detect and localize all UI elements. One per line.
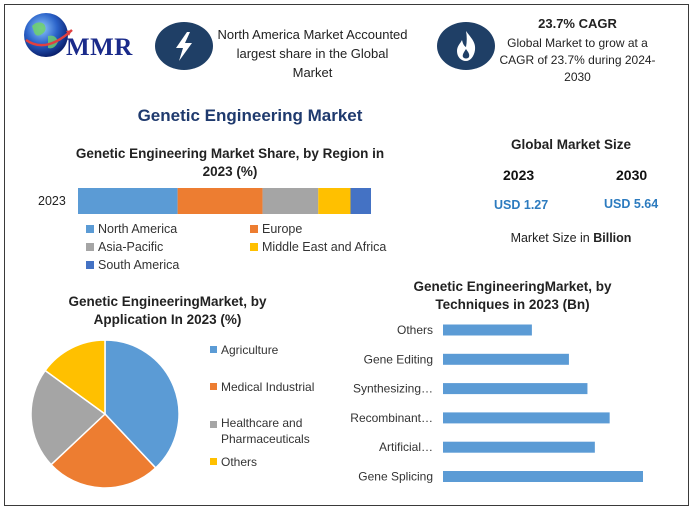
legend-swatch — [210, 346, 217, 353]
bar-segment — [78, 188, 178, 214]
bar-segment — [177, 188, 263, 214]
legend-swatch — [86, 243, 94, 251]
bar — [443, 471, 643, 482]
category-label: Synthesizing… — [353, 382, 433, 396]
legend-label: North America — [98, 222, 177, 236]
legend-label: Others — [221, 455, 257, 469]
pie-slice — [44, 339, 106, 416]
pie-slice — [49, 412, 157, 489]
year-2023: 2023 — [503, 167, 535, 183]
year-2030: 2030 — [616, 167, 648, 183]
bar-segment — [318, 188, 351, 214]
flame-icon — [437, 22, 495, 70]
legend-swatch — [86, 225, 94, 233]
techniques-chart-title: Genetic EngineeringMarket, by Techniques… — [413, 279, 612, 312]
legend-label: Middle East and Africa — [262, 240, 386, 254]
note-unit: Billion — [593, 231, 632, 245]
application-chart-title: Genetic EngineeringMarket, by Applicatio… — [68, 294, 267, 327]
note-prefix: Market Size in — [510, 231, 594, 245]
market-value-2030: USD 5.64 — [604, 197, 659, 211]
legend-label: South America — [98, 258, 179, 272]
category-label: 2023 — [38, 194, 66, 208]
bar-segment — [262, 188, 319, 214]
legend-label: Healthcare and Pharmaceuticals — [221, 416, 310, 446]
pie-slice — [30, 369, 107, 466]
legend-label: Medical Industrial — [221, 380, 314, 394]
category-label: Gene Splicing — [358, 470, 433, 484]
category-label: Others — [397, 323, 433, 337]
bar — [443, 324, 532, 336]
globe-icon — [24, 13, 73, 57]
market-value-2023: USD 1.27 — [494, 198, 549, 212]
bar-segment — [350, 188, 371, 214]
cagr-text: Global Market to grow at a CAGR of 23.7%… — [499, 36, 656, 84]
cagr-title: 23.7% CAGR — [538, 16, 617, 31]
page-title: Genetic Engineering Market — [137, 106, 363, 125]
legend-label: Asia-Pacific — [98, 240, 163, 254]
region-chart-title: Genetic Engineering Market Share, by Reg… — [75, 146, 385, 179]
application-pie-chart: Agriculture Medical Industrial Healthcare … — [30, 339, 314, 489]
bar — [443, 412, 610, 424]
legend-swatch — [210, 383, 217, 390]
region-chart: 2023 North America Europe Asia-Pacific Middl… — [38, 188, 386, 272]
techniques-bar-chart: Others Gene Editing Synthesizing… Recombina… — [350, 323, 643, 484]
bar — [443, 383, 588, 395]
legend-swatch — [210, 458, 217, 465]
legend-swatch — [250, 225, 258, 233]
legend-label: Europe — [262, 222, 302, 236]
category-label: Artificial… — [379, 440, 433, 454]
market-size-title: Global Market Size — [510, 137, 632, 152]
bar — [443, 353, 569, 365]
lightning-icon — [155, 22, 213, 70]
pie-slice — [104, 339, 180, 470]
north-america-info: North America Market Accounted largest s… — [217, 27, 408, 80]
bar — [443, 441, 595, 453]
page-frame — [4, 4, 689, 506]
market-size-note: Market Size in Billion — [476, 231, 666, 245]
category-label: Gene Editing — [364, 352, 433, 366]
logo-text: MMR — [66, 34, 133, 61]
category-label: Recombinant… — [350, 411, 433, 425]
legend-label: Agriculture — [221, 343, 279, 357]
legend-swatch — [86, 261, 94, 269]
legend-swatch — [250, 243, 258, 251]
legend-swatch — [210, 421, 217, 428]
